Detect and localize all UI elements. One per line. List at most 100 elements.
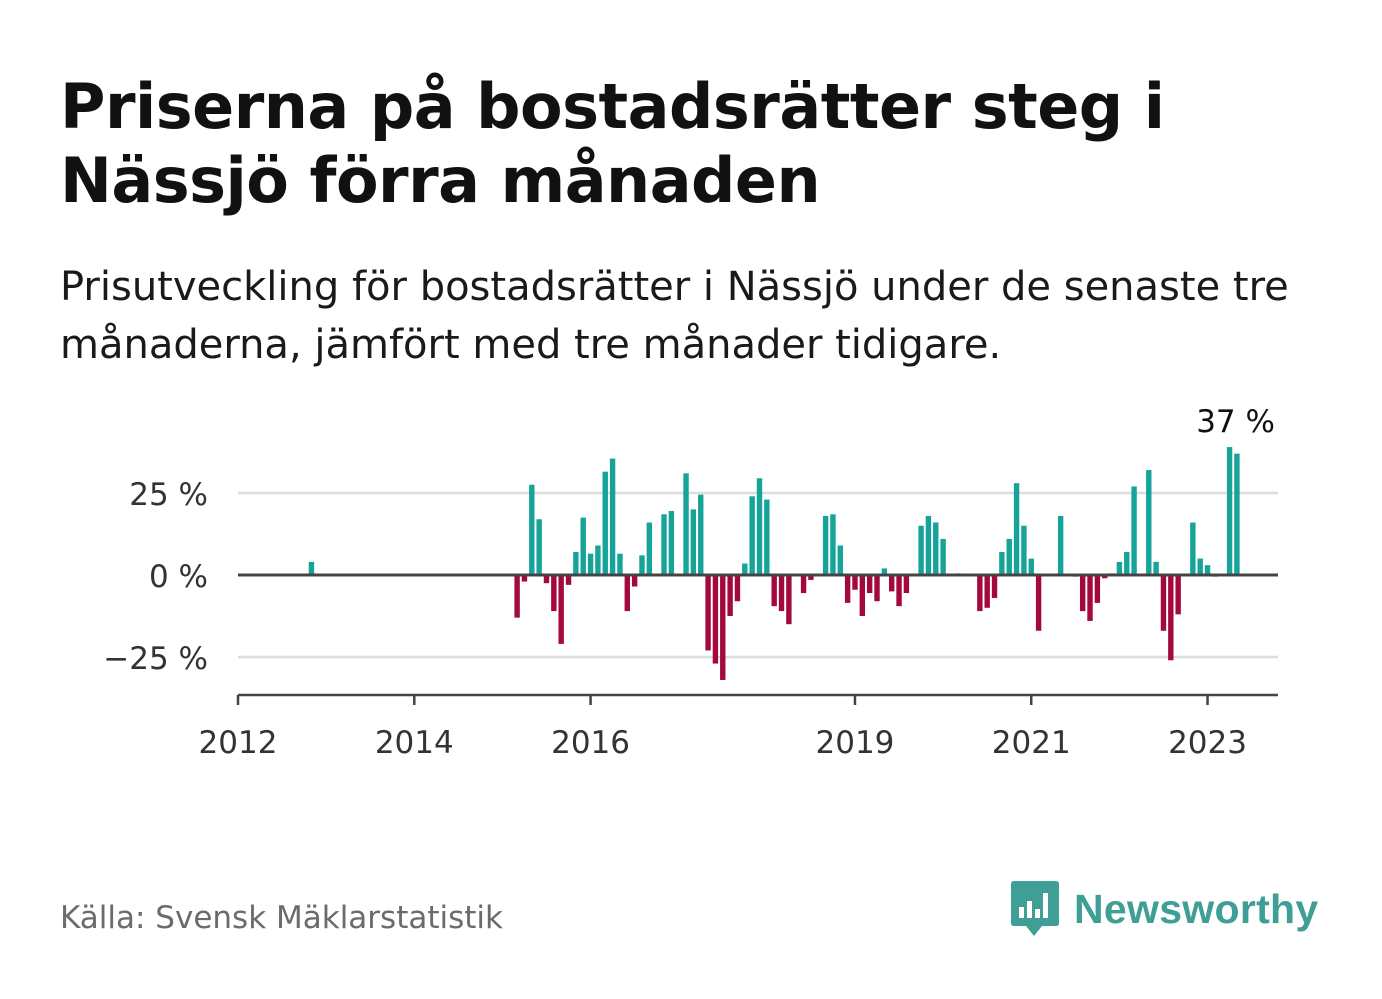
bar	[764, 499, 770, 575]
bar	[624, 575, 630, 612]
x-tick-label: 2012	[199, 725, 278, 761]
bar	[1131, 486, 1137, 575]
bar	[1197, 558, 1203, 575]
y-tick-label: 0 %	[149, 559, 208, 595]
bar	[756, 478, 763, 575]
bar	[558, 575, 564, 644]
bar	[844, 575, 851, 603]
bar	[712, 575, 719, 664]
bar	[859, 575, 866, 616]
labels: 25 % 0 % −25 % 2012 2014 2016 2019 2021 2023 37 %	[103, 404, 1275, 761]
x-tick-label: 2023	[1168, 725, 1247, 761]
bar	[1234, 453, 1240, 575]
brand-name: Newsworthy	[1074, 885, 1319, 932]
bar	[536, 519, 542, 575]
x-tick-label: 2019	[816, 725, 895, 761]
bar	[602, 471, 608, 575]
bar	[837, 545, 843, 575]
x-tick-label: 2016	[551, 725, 630, 761]
bar	[1028, 558, 1034, 575]
bar	[646, 522, 653, 575]
source-note: Källa: Svensk Mäklarstatistik	[60, 900, 503, 936]
y-tick-label: −25 %	[103, 641, 208, 677]
bar	[609, 458, 616, 575]
bar	[933, 522, 939, 575]
bar	[727, 575, 733, 616]
bar	[661, 514, 667, 575]
bar	[683, 473, 689, 575]
bar	[1035, 575, 1042, 631]
bar	[543, 575, 550, 584]
axes	[236, 573, 1278, 705]
bar	[573, 552, 579, 575]
bar	[852, 575, 858, 590]
bar-chart: 25 % 0 % −25 % 2012 2014 2016 2019 2021 2023 37 %	[103, 404, 1278, 761]
bar	[1094, 575, 1101, 603]
bar	[1226, 447, 1233, 575]
bar	[749, 496, 755, 575]
bar	[734, 575, 741, 602]
bar	[977, 575, 983, 612]
bar	[580, 517, 586, 575]
bar	[1006, 538, 1012, 575]
bar	[984, 575, 990, 608]
newsworthy-logo-icon	[1011, 881, 1059, 936]
bar	[668, 511, 675, 575]
bar	[771, 575, 777, 607]
bar	[999, 552, 1005, 575]
bar	[800, 575, 807, 594]
bar	[514, 575, 520, 618]
bar	[918, 525, 924, 575]
bar	[1175, 575, 1181, 615]
bar	[786, 575, 792, 625]
bar	[866, 575, 873, 594]
bar	[617, 553, 623, 575]
bar	[896, 575, 902, 607]
bar	[778, 575, 785, 612]
x-tick-label: 2021	[992, 725, 1071, 761]
brand-logo[interactable]: Newsworthy	[1010, 878, 1319, 940]
peak-value-label: 37 %	[1196, 404, 1275, 440]
bar	[720, 575, 726, 680]
bar	[1102, 575, 1108, 579]
bars	[308, 447, 1240, 680]
bar	[1079, 575, 1086, 612]
bar	[698, 494, 704, 575]
bar	[595, 545, 601, 575]
bar	[631, 575, 638, 587]
x-tick-label: 2014	[375, 725, 454, 761]
bar	[925, 515, 932, 575]
bar	[1021, 525, 1027, 575]
chart-title: Priserna på bostadsrätter steg i Nässjö …	[60, 70, 1165, 217]
bar	[881, 568, 888, 575]
bar	[940, 538, 946, 575]
bar	[1057, 515, 1064, 575]
bar	[808, 575, 814, 580]
bar	[903, 575, 910, 594]
bar	[1013, 483, 1020, 575]
bar	[705, 575, 711, 651]
bar	[1168, 575, 1174, 661]
bar	[308, 561, 315, 575]
bar	[1124, 552, 1130, 575]
y-tick-label: 25 %	[129, 477, 208, 513]
bar	[1153, 561, 1159, 575]
bar	[565, 575, 572, 585]
bar	[1160, 575, 1167, 631]
bar	[874, 575, 880, 602]
bar	[822, 515, 829, 575]
bar	[521, 575, 528, 582]
bar	[742, 563, 748, 575]
bar	[1146, 470, 1152, 575]
bar	[1087, 575, 1093, 621]
bar	[690, 509, 697, 575]
bar	[1190, 522, 1196, 575]
bar	[830, 514, 836, 575]
bar	[1116, 561, 1123, 575]
bar	[551, 575, 557, 612]
chart-subtitle: Prisutveckling för bostadsrätter i Nässj…	[60, 264, 1289, 368]
bar	[1204, 565, 1211, 575]
bar	[639, 555, 645, 575]
bar	[529, 484, 535, 575]
bar	[587, 553, 594, 575]
